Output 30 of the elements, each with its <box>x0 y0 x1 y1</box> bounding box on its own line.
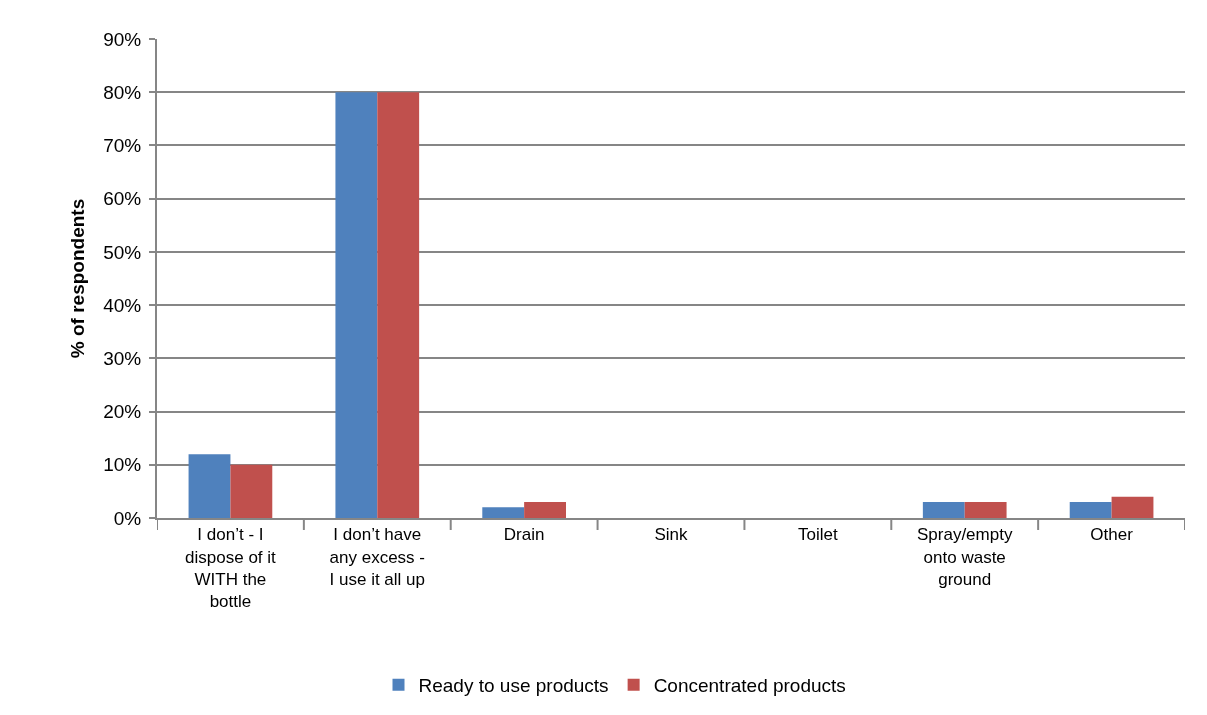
bar <box>524 502 566 518</box>
y-tick-label: 80% <box>103 81 142 103</box>
y-tick-label: 60% <box>103 188 142 210</box>
y-tick-label: 40% <box>103 294 142 316</box>
bar <box>922 502 965 518</box>
x-tick-label: Toilet <box>798 525 838 545</box>
x-tick-label: Sink <box>654 525 689 545</box>
x-tick-label: I don’t have any excess - I use it all up <box>329 525 426 589</box>
y-tick-label: 50% <box>103 241 142 263</box>
y-tick-label: 20% <box>103 401 142 423</box>
bar <box>482 507 525 518</box>
y-tick-label: 0% <box>113 507 142 529</box>
y-axis-title: % of respondents <box>66 198 88 359</box>
bar <box>377 92 420 518</box>
y-tick-label: 10% <box>103 454 142 476</box>
y-tick-label: 90% <box>103 28 142 50</box>
legend-label: Ready to use products <box>418 675 609 697</box>
bar <box>188 454 231 518</box>
y-tick-label: 30% <box>103 347 142 369</box>
x-tick-label: Other <box>1090 525 1134 545</box>
x-tick-label: Drain <box>503 525 545 545</box>
legend-label: Concentrated products <box>653 675 846 697</box>
bar <box>964 502 1007 518</box>
bar <box>1111 496 1154 518</box>
bar <box>1069 502 1112 518</box>
x-tick-label: I don’t - I dispose of it WITH the bottle <box>185 525 277 611</box>
y-tick-label: 70% <box>103 135 142 157</box>
bar <box>335 92 378 518</box>
x-tick-label: Spray/empty onto waste ground <box>916 525 1013 589</box>
bar <box>230 464 273 518</box>
